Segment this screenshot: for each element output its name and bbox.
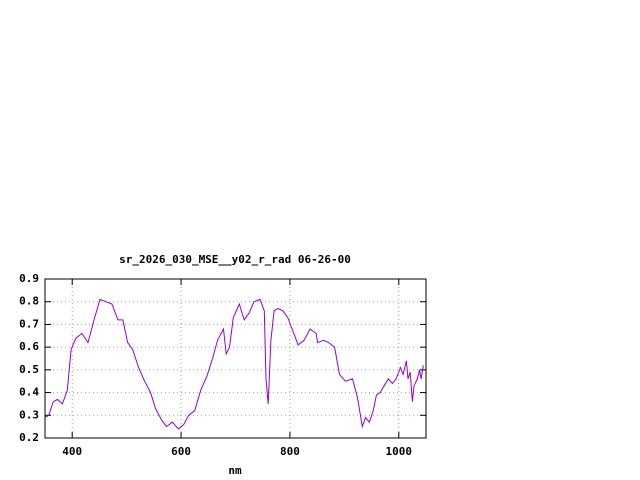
x-tick-label: 400 [62,445,82,458]
data-line [44,298,424,430]
y-tick-label: 0.6 [19,340,39,353]
y-tick-label: 0.4 [19,386,39,399]
x-axis-label: nm [228,464,242,477]
x-tick-label: 600 [171,445,191,458]
y-tick-label: 0.2 [19,431,39,444]
y-tick-label: 0.9 [19,272,39,285]
chart-title: sr_2026_030_MSE__y02_r_rad 06-26-00 [119,253,351,266]
plot-border [44,278,427,439]
x-tick-label: 800 [280,445,300,458]
x-tick-label: 1000 [386,445,413,458]
y-tick-label: 0.7 [19,317,39,330]
y-tick-label: 0.5 [19,363,39,376]
y-tick-label: 0.3 [19,408,39,421]
y-tick-label: 0.8 [19,295,39,308]
